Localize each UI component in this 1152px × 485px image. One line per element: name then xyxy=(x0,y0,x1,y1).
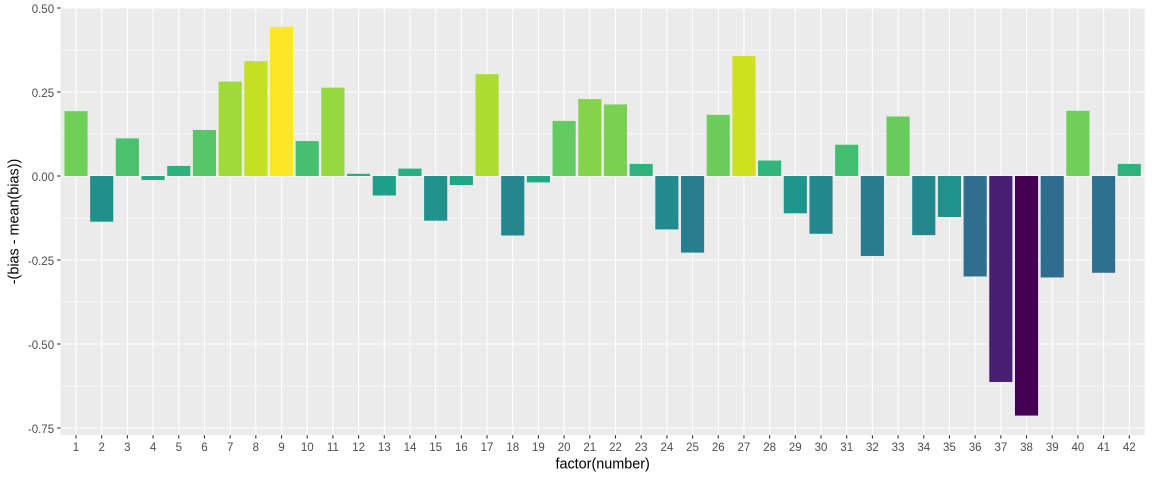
svg-text:5: 5 xyxy=(176,442,182,454)
svg-text:40: 40 xyxy=(1072,442,1085,454)
svg-text:25: 25 xyxy=(686,442,699,454)
svg-text:10: 10 xyxy=(301,442,314,454)
svg-text:32: 32 xyxy=(866,442,879,454)
svg-text:factor(number): factor(number) xyxy=(555,457,649,473)
svg-text:1: 1 xyxy=(73,442,79,454)
svg-text:0.25: 0.25 xyxy=(32,88,54,100)
svg-text:2: 2 xyxy=(98,442,104,454)
svg-text:34: 34 xyxy=(917,442,930,454)
svg-text:22: 22 xyxy=(609,442,622,454)
svg-text:23: 23 xyxy=(635,442,648,454)
svg-text:29: 29 xyxy=(789,442,802,454)
svg-text:9: 9 xyxy=(278,442,284,454)
svg-text:0.00: 0.00 xyxy=(32,172,54,184)
svg-text:15: 15 xyxy=(429,442,442,454)
svg-text:13: 13 xyxy=(378,442,391,454)
svg-text:33: 33 xyxy=(892,442,905,454)
svg-text:21: 21 xyxy=(583,442,596,454)
svg-text:-(bias - mean(bias)): -(bias - mean(bias)) xyxy=(7,159,23,285)
svg-text:31: 31 xyxy=(840,442,853,454)
svg-text:35: 35 xyxy=(943,442,956,454)
svg-text:7: 7 xyxy=(227,442,233,454)
svg-text:-0.25: -0.25 xyxy=(28,256,54,268)
svg-text:6: 6 xyxy=(201,442,207,454)
svg-text:38: 38 xyxy=(1020,442,1033,454)
svg-text:3: 3 xyxy=(124,442,130,454)
svg-text:17: 17 xyxy=(481,442,494,454)
svg-text:19: 19 xyxy=(532,442,545,454)
svg-text:26: 26 xyxy=(712,442,725,454)
svg-text:27: 27 xyxy=(738,442,751,454)
svg-text:-0.75: -0.75 xyxy=(28,424,54,436)
svg-text:37: 37 xyxy=(994,442,1007,454)
svg-text:24: 24 xyxy=(660,442,673,454)
svg-text:42: 42 xyxy=(1123,442,1136,454)
svg-text:0.50: 0.50 xyxy=(32,4,54,16)
svg-text:16: 16 xyxy=(455,442,468,454)
svg-text:11: 11 xyxy=(327,442,339,454)
svg-text:20: 20 xyxy=(558,442,571,454)
svg-text:18: 18 xyxy=(506,442,519,454)
svg-text:14: 14 xyxy=(404,442,417,454)
svg-text:8: 8 xyxy=(253,442,259,454)
svg-text:12: 12 xyxy=(352,442,365,454)
svg-text:41: 41 xyxy=(1097,442,1110,454)
svg-text:-0.50: -0.50 xyxy=(28,340,54,352)
svg-text:30: 30 xyxy=(815,442,828,454)
svg-text:39: 39 xyxy=(1046,442,1059,454)
svg-text:36: 36 xyxy=(969,442,982,454)
svg-text:4: 4 xyxy=(150,442,157,454)
svg-text:28: 28 xyxy=(763,442,776,454)
